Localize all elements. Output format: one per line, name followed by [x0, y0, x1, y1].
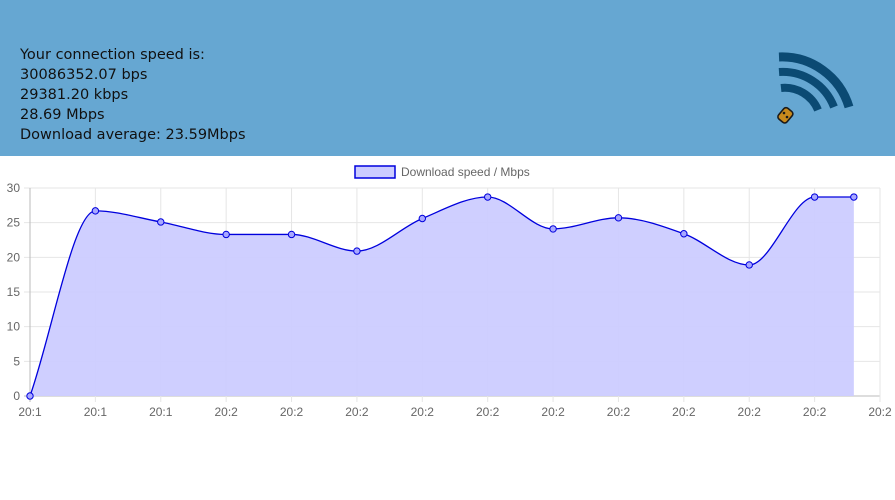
x-tick-label: 20:2: [607, 405, 631, 419]
data-point: [353, 247, 361, 255]
speed-mbps: 28.69 Mbps: [20, 107, 105, 123]
wifi-arc-outer: [778, 52, 854, 109]
x-tick-label: 20:1: [18, 405, 42, 419]
data-point: [157, 218, 165, 226]
y-tick-label: 20: [7, 250, 21, 264]
wifi-arc-inner: [780, 83, 822, 112]
data-point: [745, 261, 753, 269]
x-tick-label: 20:1: [149, 405, 173, 419]
data-point: [549, 225, 557, 233]
speed-kbps: 29381.20 kbps: [20, 87, 129, 103]
series-area: [30, 197, 854, 396]
y-tick-label: 5: [13, 354, 20, 368]
y-axis: 0 5 10 15 20 25 30: [7, 181, 21, 403]
download-average: Download average: 23.59Mbps: [20, 127, 246, 143]
x-tick-label: 20:2: [280, 405, 304, 419]
y-tick-label: 30: [7, 181, 21, 195]
series-points: [26, 193, 858, 400]
y-tick-label: 15: [7, 285, 21, 299]
speed-heading: Your connection speed is:: [20, 47, 205, 63]
x-tick-label: 20:2: [541, 405, 565, 419]
x-tick-label: 20:2: [803, 405, 827, 419]
cable-plug-icon: [777, 106, 794, 124]
data-point: [287, 230, 296, 239]
data-point: [26, 392, 34, 400]
y-tick-label: 25: [7, 216, 21, 230]
y-tick-label: 10: [7, 320, 21, 334]
data-point: [222, 230, 230, 239]
y-tick-label: 0: [13, 389, 20, 403]
data-point: [680, 230, 688, 238]
x-tick-label: 20:2: [411, 405, 435, 419]
x-axis: 20:1 20:1 20:1 20:2 20:2 20:2 20:2 20:2 20:2 20:2…: [18, 405, 892, 419]
legend-label: Download speed / Mbps: [401, 165, 530, 179]
x-tick-label: 20:2: [476, 405, 500, 419]
x-tick-label: 20:2: [345, 405, 369, 419]
x-tick-label: 20:2: [738, 405, 762, 419]
x-tick-label: 20:1: [84, 405, 108, 419]
x-tick-label: 20:2: [672, 405, 696, 419]
data-point: [810, 193, 819, 201]
data-point: [418, 214, 427, 223]
x-tick-label: 20:2: [214, 405, 238, 419]
legend-swatch: [354, 165, 396, 179]
x-tick-label: 20:2: [868, 405, 892, 419]
wifi-signal-icon: [777, 52, 854, 124]
speed-bps: 30086352.07 bps: [20, 67, 148, 83]
data-point: [850, 193, 858, 201]
data-point: [483, 193, 492, 201]
speed-info: Your connection speed is: 30086352.07 bp…: [20, 45, 246, 145]
wifi-arc-middle: [778, 67, 838, 109]
chart-legend[interactable]: Download speed / Mbps: [354, 165, 530, 179]
data-point: [614, 214, 623, 222]
connection-header: Your connection speed is: 30086352.07 bp…: [0, 0, 895, 156]
series-line: [29, 196, 854, 397]
data-point: [91, 207, 100, 215]
